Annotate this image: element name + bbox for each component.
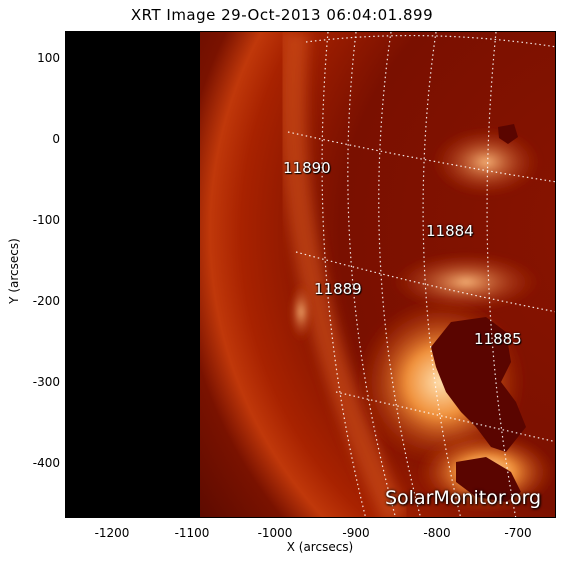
active-region-label: 11884 [426, 222, 474, 240]
x-tick-label: -800 [423, 526, 451, 540]
region-glow [431, 127, 541, 197]
saturated-core [456, 457, 521, 502]
y-tick-label: -100 [32, 213, 60, 227]
y-tick-label: 0 [52, 132, 60, 146]
region-glow [391, 252, 541, 312]
grid [287, 32, 555, 517]
region-glow [289, 282, 313, 342]
x-tick-label: -900 [342, 526, 370, 540]
active-region-label: 11885 [474, 330, 522, 348]
saturated-core [431, 317, 526, 452]
x-tick-label: -1100 [174, 526, 210, 540]
y-axis-title: Y (arcsecs) [7, 238, 21, 304]
y-tick-label: -300 [32, 375, 60, 389]
x-tick-label: -1200 [94, 526, 130, 540]
x-tick-label: -700 [504, 526, 532, 540]
y-tick-label: 100 [37, 51, 60, 65]
y-tick-label: -400 [32, 456, 60, 470]
off-disk-region [66, 32, 200, 517]
active-region-label: 11890 [283, 159, 331, 177]
saturated-core [498, 124, 518, 144]
solar-image: 11890 11884 11889 11885 [65, 31, 556, 518]
image-title: XRT Image 29-Oct-2013 06:04:01.899 [130, 6, 434, 24]
x-axis-title: X (arcsecs) [286, 540, 354, 554]
solar-image-canvas [66, 32, 555, 517]
active-region-label: 11889 [314, 280, 362, 298]
limb-arc [280, 32, 408, 517]
y-tick-label: -200 [32, 294, 60, 308]
x-tick-label: -1000 [257, 526, 293, 540]
watermark: SolarMonitor.org [385, 487, 542, 509]
